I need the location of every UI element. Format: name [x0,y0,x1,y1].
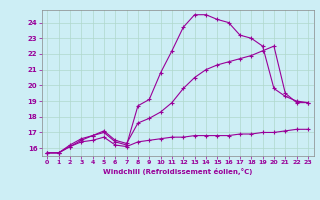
X-axis label: Windchill (Refroidissement éolien,°C): Windchill (Refroidissement éolien,°C) [103,168,252,175]
